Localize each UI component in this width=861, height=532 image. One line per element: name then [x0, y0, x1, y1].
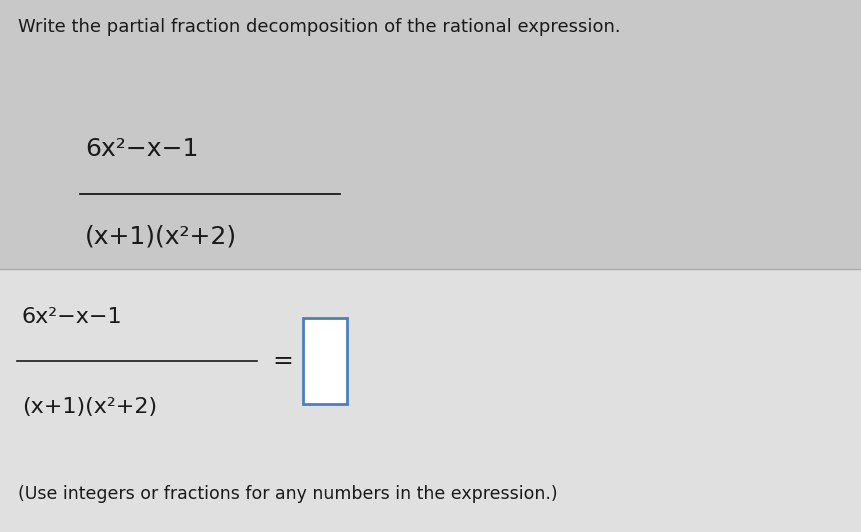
Text: (x+1)(x²+2): (x+1)(x²+2): [22, 397, 157, 417]
FancyBboxPatch shape: [303, 318, 347, 404]
Text: 6x²−x−1: 6x²−x−1: [22, 306, 122, 327]
Bar: [0, 269, 861, 532]
Bar: [0, 0, 861, 269]
Text: 6x²−x−1: 6x²−x−1: [85, 137, 198, 161]
Text: =: =: [272, 348, 293, 372]
Text: Write the partial fraction decomposition of the rational expression.: Write the partial fraction decomposition…: [18, 18, 620, 36]
Text: (Use integers or fractions for any numbers in the expression.): (Use integers or fractions for any numbe…: [18, 485, 557, 503]
Text: (x+1)(x²+2): (x+1)(x²+2): [85, 225, 237, 249]
